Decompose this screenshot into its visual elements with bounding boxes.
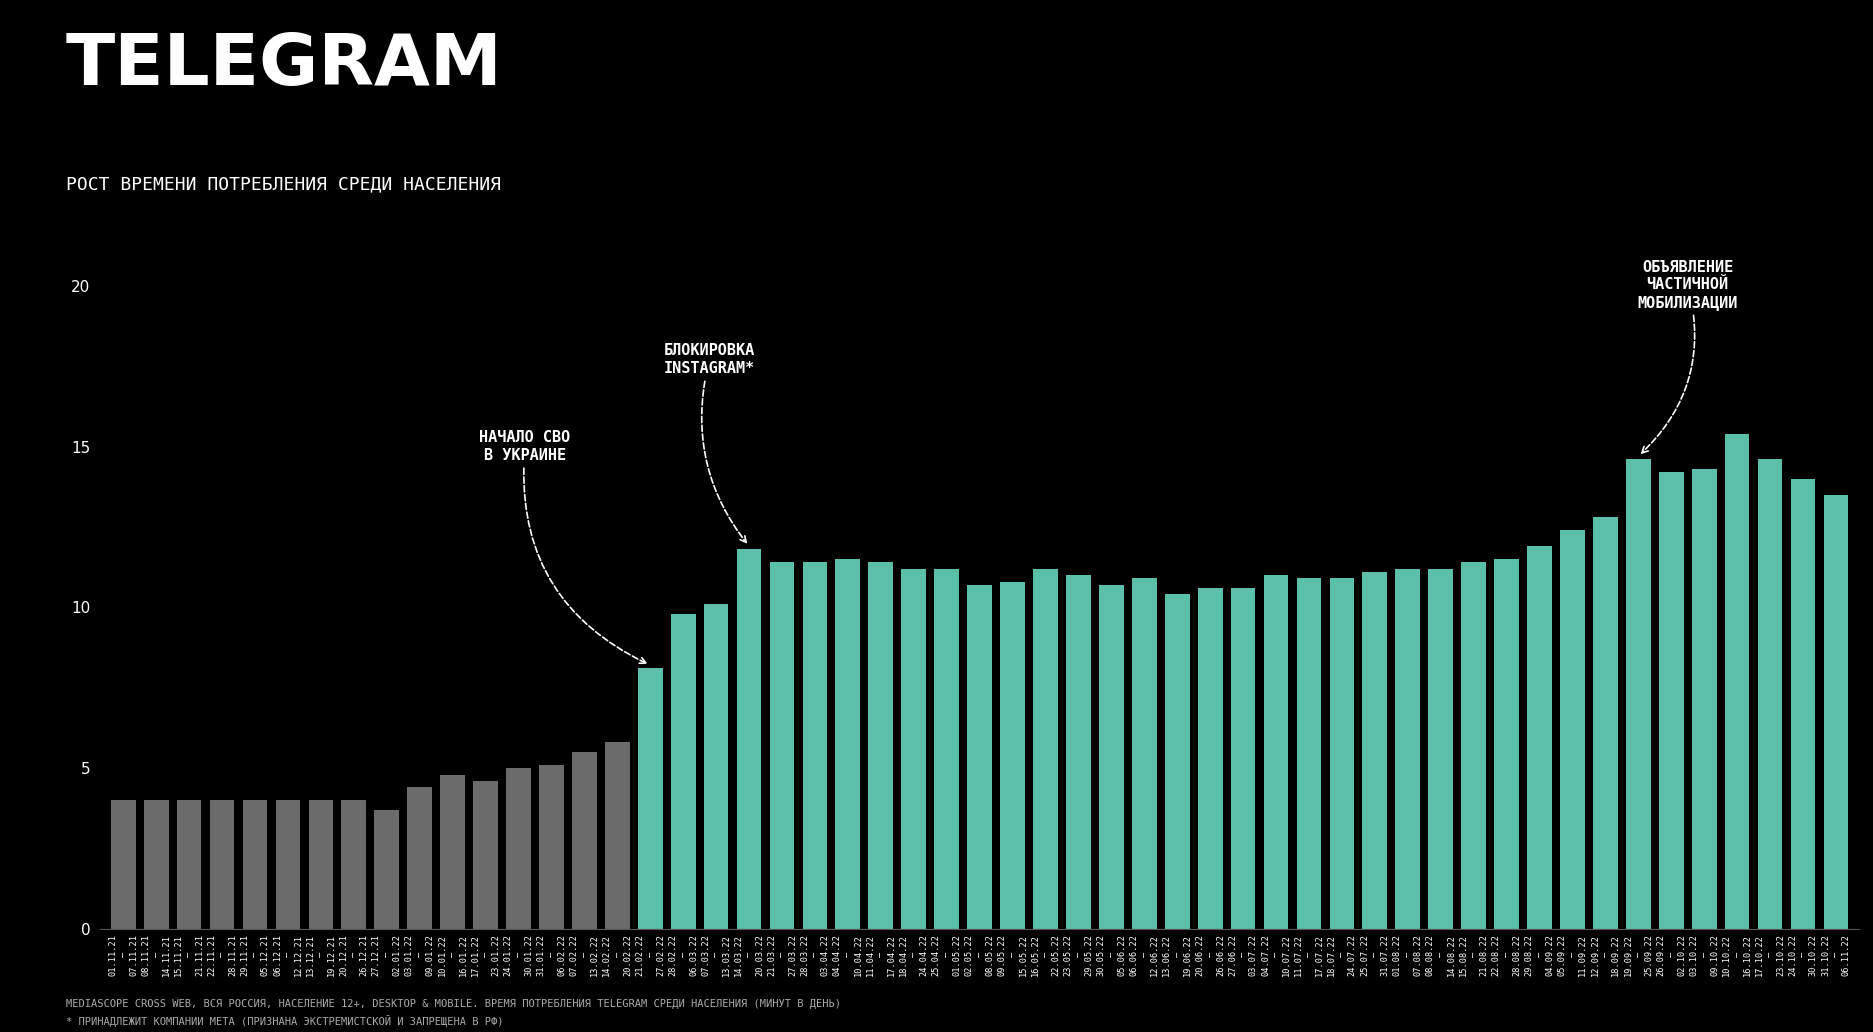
Bar [1165,594,1189,929]
Bar [1098,585,1124,929]
Bar [1395,569,1420,929]
Bar [1723,433,1749,929]
Text: БЛОКИРОВКА
INSTAGRAM*: БЛОКИРОВКА INSTAGRAM* [663,344,755,543]
Bar [506,768,530,929]
Bar [736,549,760,929]
Bar [375,810,399,929]
Bar [770,562,794,929]
Bar [1131,578,1156,929]
Text: ОБЪЯВЛЕНИЕ
ЧАСТИЧНОЙ
МОБИЛИЗАЦИИ: ОБЪЯВЛЕНИЕ ЧАСТИЧНОЙ МОБИЛИЗАЦИИ [1637,260,1736,453]
Bar [1791,479,1815,929]
Bar [637,669,663,929]
Bar [605,742,629,929]
Bar [1626,459,1650,929]
Bar [1526,546,1551,929]
Bar [210,800,234,929]
Bar [1757,459,1781,929]
Bar [671,614,695,929]
Bar [341,800,365,929]
Bar [1231,588,1255,929]
Bar [440,774,465,929]
Bar [901,569,925,929]
Bar [1658,473,1682,929]
Bar [1592,517,1616,929]
Bar [704,604,729,929]
Text: НАЧАЛО СВО
В УКРАИНЕ: НАЧАЛО СВО В УКРАИНЕ [479,430,646,664]
Text: * ПРИНАДЛЕЖИТ КОМПАНИИ МЕТА (ПРИЗНАНА ЭКСТРЕМИСТСКОЙ И ЗАПРЕЩЕНА В РФ): * ПРИНАДЛЕЖИТ КОМПАНИИ МЕТА (ПРИЗНАНА ЭК… [66,1014,502,1027]
Bar [1066,575,1090,929]
Text: РОСТ ВРЕМЕНИ ПОТРЕБЛЕНИЯ СРЕДИ НАСЕЛЕНИЯ: РОСТ ВРЕМЕНИ ПОТРЕБЛЕНИЯ СРЕДИ НАСЕЛЕНИЯ [66,175,500,193]
Bar [1262,575,1289,929]
Bar [1328,578,1354,929]
Bar [867,562,893,929]
Bar [966,585,991,929]
Bar [242,800,268,929]
Bar [474,781,498,929]
Bar [1691,469,1716,929]
Bar [1558,530,1585,929]
Bar [1427,569,1452,929]
Bar [1197,588,1221,929]
Bar [539,765,564,929]
Text: TELEGRAM: TELEGRAM [66,31,502,100]
Text: MEDIASCOPE CROSS WEB, ВСЯ РОССИЯ, НАСЕЛЕНИЕ 12+, DESKTOP & MOBILE. ВРЕМЯ ПОТРЕБЛ: MEDIASCOPE CROSS WEB, ВСЯ РОССИЯ, НАСЕЛЕ… [66,999,841,1009]
Bar [935,569,959,929]
Bar [275,800,300,929]
Bar [406,787,433,929]
Bar [144,800,169,929]
Bar [111,800,135,929]
Bar [1362,572,1386,929]
Bar [571,752,596,929]
Bar [176,800,202,929]
Bar [802,562,826,929]
Bar [835,559,860,929]
Bar [1822,494,1847,929]
Bar [1461,562,1485,929]
Bar [1493,559,1519,929]
Bar [1032,569,1056,929]
Bar [309,800,333,929]
Bar [1296,578,1320,929]
Bar [1000,582,1025,929]
